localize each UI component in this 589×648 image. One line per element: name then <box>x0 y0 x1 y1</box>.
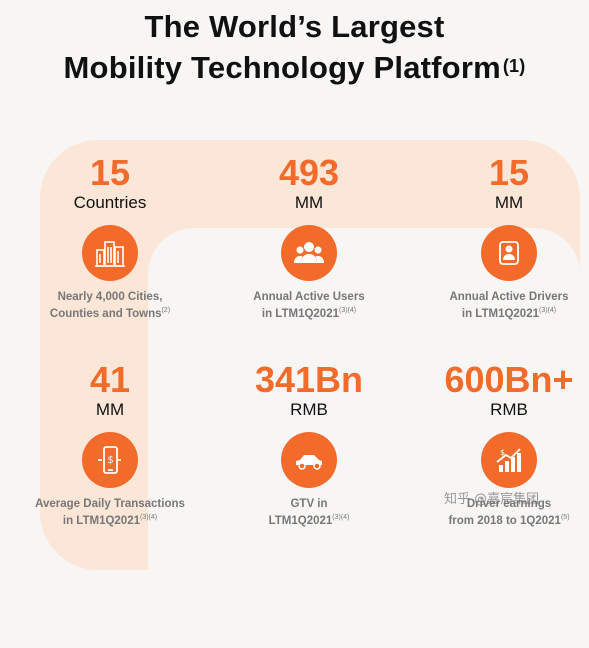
stat-active-users: 493 MM Annual Active Users in LTM1Q2021(… <box>214 153 404 321</box>
stat-value: 15 <box>89 152 131 193</box>
stat-desc-line2-wrap: in LTM1Q2021(3)(4) <box>214 304 404 321</box>
stat-value: 493 <box>278 152 340 193</box>
stat-footnote: (2) <box>161 307 171 314</box>
stat-unit: MM <box>294 193 324 212</box>
stat-driver-earnings: 600Bn+ RMB $ Driver earnings from 2018 t… <box>414 360 589 528</box>
stat-value: 600Bn+ <box>444 359 574 400</box>
stat-daily-transactions: 41 MM $ Average Daily Transactions in LT… <box>15 360 205 528</box>
stat-desc-line1: Driver earnings <box>466 498 552 510</box>
stat-unit: MM <box>95 400 125 419</box>
stat-desc-line2-wrap: LTM1Q2021(3)(4) <box>214 511 404 528</box>
stat-desc-line1: Average Daily Transactions <box>35 498 185 510</box>
city-buildings-icon <box>82 225 138 281</box>
stat-desc-line1: GTV in <box>290 498 328 510</box>
stat-desc-line2-wrap: Counties and Towns(2) <box>15 304 205 321</box>
stat-value: 15 <box>488 152 530 193</box>
stat-value: 41 <box>89 359 131 400</box>
stat-desc-line2: Counties and Towns <box>49 307 162 320</box>
stat-desc-line1: Annual Active Drivers <box>449 291 569 303</box>
stat-desc-line2-wrap: in LTM1Q2021(3)(4) <box>15 511 205 528</box>
stat-desc-line2: LTM1Q2021 <box>268 514 333 527</box>
stat-description: GTV in LTM1Q2021(3)(4) <box>214 497 404 528</box>
page-title-text: Mobility Technology Platform <box>63 50 501 85</box>
stat-desc-line2: in LTM1Q2021 <box>461 307 539 320</box>
stat-footnote: (3)(4) <box>539 307 557 314</box>
stat-description: Average Daily Transactions in LTM1Q2021(… <box>15 497 205 528</box>
stat-desc-line1: Nearly 4,000 Cities, <box>57 291 163 303</box>
stat-unit: MM <box>494 193 524 212</box>
stat-description: Nearly 4,000 Cities, Counties and Towns(… <box>15 290 205 321</box>
earnings-chart-icon: $ <box>481 432 537 488</box>
svg-text:$: $ <box>107 455 113 466</box>
stat-countries: 15 Countries Nearly 4,000 Cities, Counti… <box>15 153 205 321</box>
stat-desc-line1: Annual Active Users <box>253 291 365 303</box>
stat-desc-line2: in LTM1Q2021 <box>62 514 140 527</box>
stat-footnote: (5) <box>560 514 570 521</box>
stat-desc-line2: from 2018 to 1Q2021 <box>448 514 561 527</box>
stat-gtv: 341Bn RMB GTV in LTM1Q2021(3)(4) <box>214 360 404 528</box>
title-footnote: (1) <box>502 56 526 76</box>
stat-value: 341Bn <box>254 359 364 400</box>
stat-description: Annual Active Drivers in LTM1Q2021(3)(4) <box>414 290 589 321</box>
page-title-line2: Mobility Technology Platform (1) <box>0 49 589 87</box>
svg-text:$: $ <box>500 448 505 457</box>
stat-desc-line2: in LTM1Q2021 <box>261 307 339 320</box>
stat-active-drivers: 15 MM Annual Active Drivers in LTM1Q2021… <box>414 153 589 321</box>
stat-desc-line2-wrap: from 2018 to 1Q2021(5) <box>414 511 589 528</box>
watermark: 知乎 @嘉宸集团 <box>444 492 540 507</box>
stat-description: Driver earnings from 2018 to 1Q2021(5) <box>414 497 589 528</box>
users-group-icon <box>281 225 337 281</box>
stat-footnote: (3)(4) <box>140 514 158 521</box>
stat-unit: Countries <box>73 193 147 212</box>
page-title-line1: The World’s Largest <box>144 9 445 44</box>
phone-payment-icon: $ <box>82 432 138 488</box>
stat-footnote: (3)(4) <box>332 514 350 521</box>
stat-footnote: (3)(4) <box>339 307 357 314</box>
driver-icon <box>481 225 537 281</box>
stat-desc-line2-wrap: in LTM1Q2021(3)(4) <box>414 304 589 321</box>
stat-description: Annual Active Users in LTM1Q2021(3)(4) <box>214 290 404 321</box>
stat-unit: RMB <box>490 400 528 419</box>
car-icon <box>281 432 337 488</box>
stat-unit: RMB <box>290 400 328 419</box>
